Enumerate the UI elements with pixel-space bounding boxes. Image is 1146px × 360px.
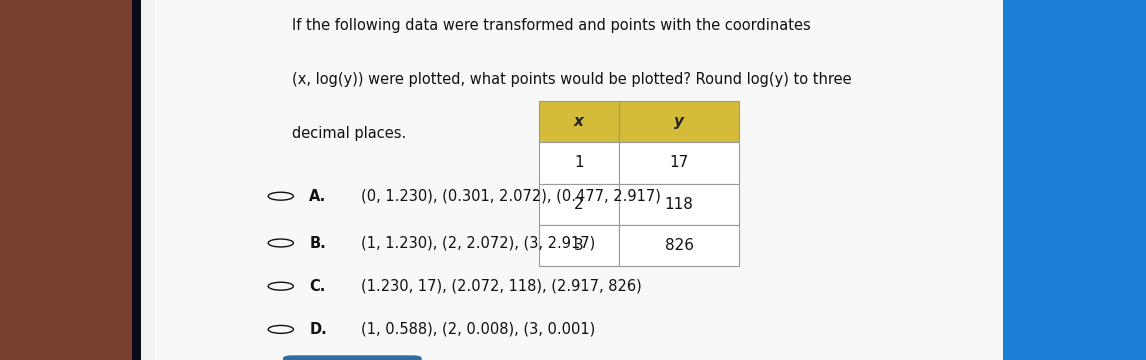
FancyBboxPatch shape bbox=[539, 225, 619, 266]
FancyBboxPatch shape bbox=[619, 101, 739, 142]
Text: 17: 17 bbox=[669, 156, 689, 170]
Text: B.: B. bbox=[309, 235, 327, 251]
Text: y: y bbox=[674, 114, 684, 129]
FancyBboxPatch shape bbox=[155, 0, 1003, 360]
Text: 826: 826 bbox=[665, 238, 693, 253]
Text: (1.230, 17), (2.072, 118), (2.917, 826): (1.230, 17), (2.072, 118), (2.917, 826) bbox=[361, 279, 642, 294]
Text: (0, 1.230), (0.301, 2.072), (0.477, 2.917): (0, 1.230), (0.301, 2.072), (0.477, 2.91… bbox=[361, 189, 661, 204]
FancyBboxPatch shape bbox=[283, 355, 422, 360]
Text: (x, log(y)) were plotted, what points would be plotted? Round log(y) to three: (x, log(y)) were plotted, what points wo… bbox=[292, 72, 851, 87]
Text: 1: 1 bbox=[574, 156, 583, 170]
Text: decimal places.: decimal places. bbox=[292, 126, 407, 141]
Text: (1, 1.230), (2, 2.072), (3, 2.917): (1, 1.230), (2, 2.072), (3, 2.917) bbox=[361, 235, 595, 251]
FancyBboxPatch shape bbox=[619, 184, 739, 225]
FancyBboxPatch shape bbox=[619, 142, 739, 184]
Text: A.: A. bbox=[309, 189, 327, 204]
FancyBboxPatch shape bbox=[539, 101, 619, 142]
Text: 3: 3 bbox=[574, 238, 583, 253]
FancyBboxPatch shape bbox=[1003, 0, 1146, 360]
Text: 118: 118 bbox=[665, 197, 693, 212]
Text: C.: C. bbox=[309, 279, 325, 294]
Text: (1, 0.588), (2, 0.008), (3, 0.001): (1, 0.588), (2, 0.008), (3, 0.001) bbox=[361, 322, 595, 337]
FancyBboxPatch shape bbox=[619, 225, 739, 266]
FancyBboxPatch shape bbox=[539, 142, 619, 184]
FancyBboxPatch shape bbox=[539, 184, 619, 225]
FancyBboxPatch shape bbox=[0, 0, 132, 360]
Text: x: x bbox=[574, 114, 583, 129]
Text: If the following data were transformed and points with the coordinates: If the following data were transformed a… bbox=[292, 18, 811, 33]
Text: 2: 2 bbox=[574, 197, 583, 212]
Text: D.: D. bbox=[309, 322, 327, 337]
FancyBboxPatch shape bbox=[132, 0, 141, 360]
